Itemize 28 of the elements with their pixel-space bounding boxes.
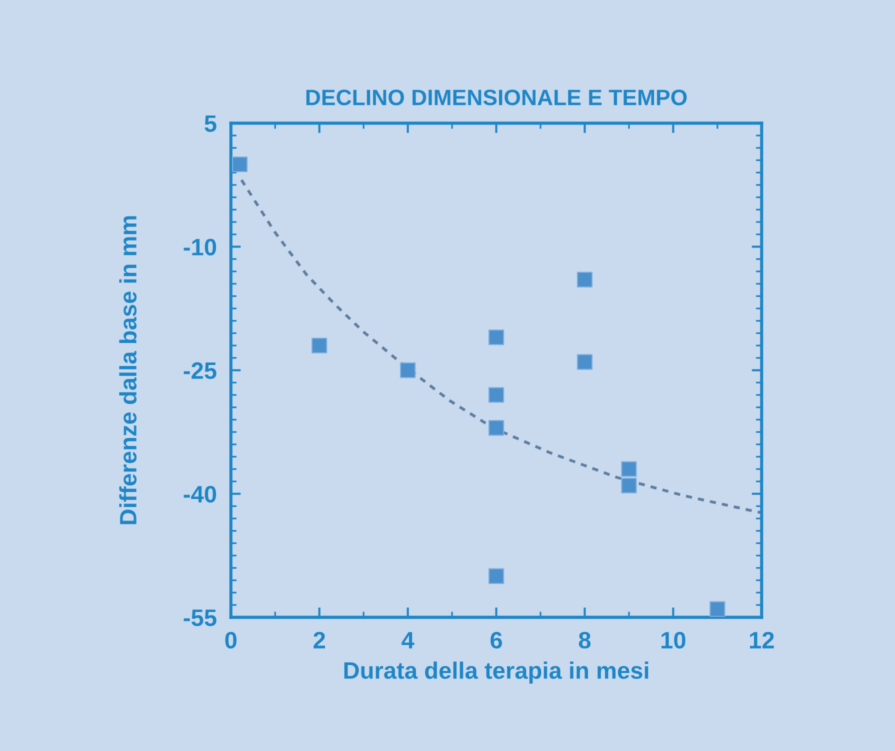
y-tick-label: -25 [184, 362, 216, 380]
y-axis-title: Differenze dalla base in mm [119, 216, 137, 524]
point [576, 272, 593, 288]
x-tick-label: 8 [578, 632, 591, 649]
x-axis-title: Durata della terapia in mesi [344, 662, 648, 684]
chart-title: DECLINO DIMENSIONALE E TEMPO [306, 90, 687, 106]
y-tick-label: -55 [184, 610, 216, 626]
point [710, 601, 726, 617]
x-tick-label: 4 [402, 632, 414, 648]
x-tick-label: 0 [225, 632, 237, 649]
point [400, 362, 416, 378]
point [488, 387, 504, 403]
x-tick-label: 12 [750, 632, 774, 648]
point [312, 338, 328, 354]
point [621, 478, 637, 494]
point [576, 354, 593, 370]
x-tick-label: 10 [662, 632, 686, 649]
point [488, 420, 504, 436]
y-tick-label: -40 [184, 486, 216, 503]
point [232, 156, 248, 172]
y-tick-label: -10 [184, 238, 216, 256]
point [488, 568, 504, 584]
x-tick-label: 2 [314, 632, 325, 648]
y-tick-label: 5 [204, 115, 216, 132]
line-series [240, 178, 762, 514]
point [488, 329, 504, 346]
point [621, 461, 637, 477]
x-tick-label: 6 [490, 632, 502, 649]
